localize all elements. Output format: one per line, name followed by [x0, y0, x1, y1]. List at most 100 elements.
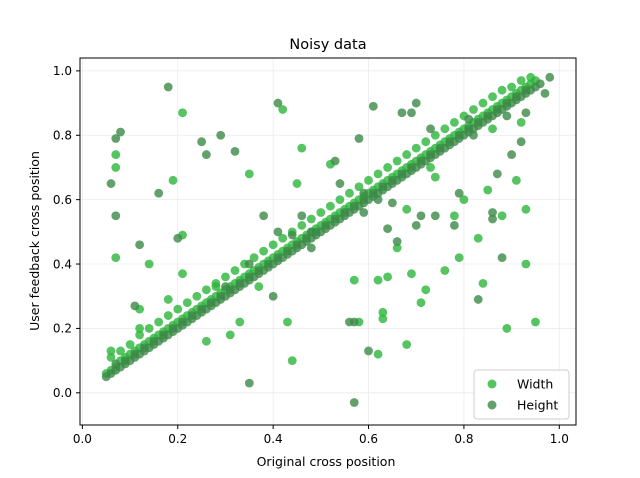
point-height: [349, 398, 359, 407]
point-height: [435, 143, 445, 153]
point-width: [449, 117, 459, 127]
point-width: [402, 340, 412, 349]
point-width: [144, 259, 154, 269]
point-height: [483, 111, 493, 121]
point-width: [392, 156, 402, 166]
y-tick-label: 0.2: [53, 322, 72, 336]
point-width: [416, 298, 426, 308]
point-height: [507, 150, 517, 159]
axis-ticks: 0.0 0.2 0.4 0.6 0.8 1.0 0.0 0.2 0.4 0.6 0.8 1.0: [53, 64, 569, 446]
point-width: [178, 108, 187, 118]
point-height: [206, 298, 216, 308]
x-tick-label: 0.8: [454, 432, 473, 446]
point-height: [373, 195, 383, 205]
point-height: [473, 117, 483, 127]
point-width: [116, 346, 125, 356]
point-height: [111, 211, 121, 221]
point-width: [488, 124, 497, 134]
point-width: [125, 340, 135, 349]
point-height: [387, 175, 397, 185]
point-height: [535, 79, 545, 89]
point-height: [359, 195, 369, 205]
y-tick-label: 0.0: [53, 386, 72, 400]
point-width: [268, 240, 278, 250]
point-width: [516, 117, 526, 127]
point-width: [430, 130, 440, 140]
point-width: [335, 195, 345, 205]
point-height: [297, 211, 307, 221]
y-axis-label: User feedback cross position: [27, 151, 42, 331]
point-height: [321, 221, 331, 230]
point-width: [426, 163, 435, 172]
point-height: [359, 208, 369, 217]
point-height: [497, 253, 507, 262]
point-width: [111, 150, 121, 159]
point-height: [268, 291, 278, 301]
point-height: [516, 137, 526, 147]
legend-label-height: Height: [517, 398, 558, 413]
point-height: [545, 72, 555, 82]
plot-frame: [79, 57, 577, 426]
point-width: [497, 85, 507, 95]
point-width: [469, 105, 478, 114]
point-width: [497, 211, 507, 221]
point-width: [478, 278, 488, 288]
point-width: [283, 317, 292, 327]
point-height: [349, 201, 359, 211]
point-width: [507, 82, 517, 92]
point-width: [111, 253, 121, 262]
point-width: [225, 330, 235, 340]
point-height: [111, 359, 121, 369]
point-height: [139, 343, 149, 353]
point-height: [349, 317, 359, 327]
chart-title: Noisy data: [289, 37, 366, 53]
point-width: [502, 324, 512, 333]
point-width: [402, 150, 412, 159]
point-height: [411, 98, 421, 108]
point-height: [259, 211, 269, 221]
point-height: [464, 124, 474, 134]
point-height: [135, 240, 145, 250]
point-height: [168, 324, 178, 333]
point-width: [106, 352, 116, 362]
point-height: [521, 108, 531, 118]
point-height: [359, 188, 369, 198]
point-width: [201, 336, 211, 346]
point-height: [292, 240, 302, 250]
point-height: [178, 317, 187, 327]
point-width: [292, 179, 302, 188]
point-height: [488, 214, 497, 224]
y-tick-label: 0.6: [53, 193, 72, 207]
point-height: [449, 221, 459, 230]
point-width: [178, 269, 187, 279]
point-width: [483, 185, 493, 195]
point-height: [411, 221, 421, 230]
legend-marker-width: [487, 379, 497, 389]
point-height: [263, 259, 273, 269]
point-height: [306, 243, 316, 253]
point-width: [526, 72, 536, 82]
point-height: [111, 134, 121, 143]
legend-marker-height: [487, 400, 497, 410]
point-width: [254, 282, 264, 291]
point-height: [197, 304, 207, 314]
point-height: [216, 130, 226, 140]
point-height: [173, 233, 183, 243]
point-height: [354, 134, 364, 143]
y-tick-label: 0.8: [53, 129, 72, 143]
point-width: [192, 291, 202, 301]
point-height: [397, 169, 407, 179]
point-height: [445, 137, 455, 147]
point-height: [244, 259, 254, 269]
point-height: [273, 253, 283, 262]
point-height: [407, 108, 416, 118]
point-height: [244, 272, 254, 282]
point-width: [182, 298, 192, 308]
point-height: [197, 137, 207, 147]
point-width: [249, 253, 259, 262]
x-tick-label: 1.0: [550, 432, 569, 446]
point-height: [521, 85, 531, 95]
point-width: [135, 324, 145, 333]
point-width: [373, 275, 383, 285]
